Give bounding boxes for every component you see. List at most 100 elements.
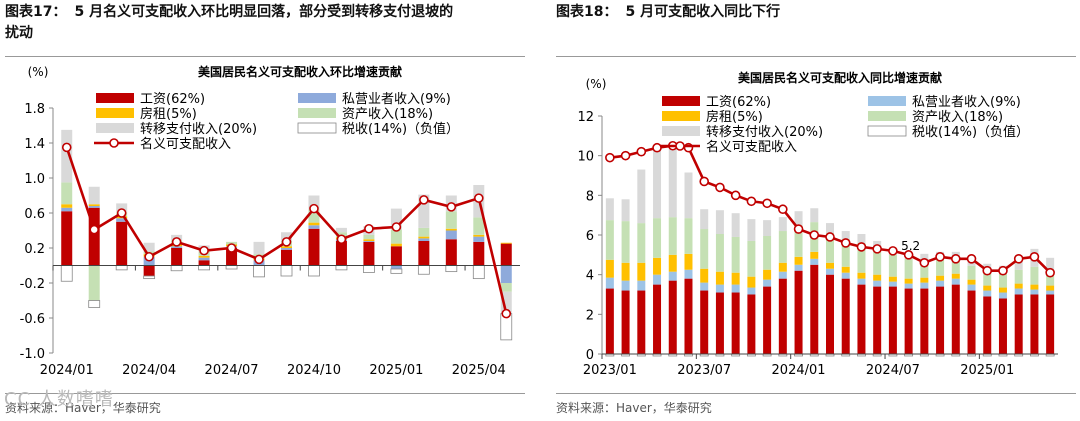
right-bar-private: [700, 282, 709, 291]
right-bar-assets: [826, 233, 834, 263]
left-x-tick-label: 2024/01: [40, 363, 94, 378]
right-bar-wages: [920, 288, 929, 354]
right-line-point: [778, 204, 788, 215]
left-bottom-rule: [5, 393, 525, 394]
left-bar-wages: [281, 249, 292, 266]
right-bar-wages: [810, 264, 819, 354]
right-bar-rent: [747, 276, 756, 288]
left-legend-label-private: 私营业者收入(9%): [342, 92, 451, 107]
right-line-point: [903, 250, 914, 260]
right-bar-assets: [1030, 266, 1039, 285]
right-bar-rent: [763, 269, 772, 280]
right-line-point: [888, 246, 898, 256]
right-line-point: [998, 265, 1008, 276]
right-bar-assets: [763, 235, 772, 270]
right-bar-transfer: [605, 198, 614, 221]
right-source: 资料来源：Haver，华泰研究: [556, 401, 712, 415]
right-bar-private: [983, 290, 992, 297]
right-bar-transfer: [1014, 260, 1023, 270]
right-bar-private: [904, 283, 913, 289]
right-bar-private: [778, 271, 787, 279]
right-bar-private: [731, 284, 740, 293]
left-bar-rent: [473, 234, 485, 237]
right-bar-private: [1014, 288, 1023, 295]
right-bar-rent: [810, 251, 819, 259]
right-bar-transfer: [715, 210, 724, 235]
left-bar-wages: [418, 241, 430, 266]
right-bar-assets: [998, 273, 1007, 288]
right-bar-wages: [1014, 294, 1023, 354]
right-bar-rent: [731, 272, 740, 285]
left-bar-wages: [88, 207, 100, 266]
right-line-point: [762, 198, 772, 209]
right-bar-private: [653, 274, 662, 285]
right-legend-label-tax: 税收(14%)（负值）: [912, 124, 1029, 140]
left-line-point: [199, 245, 209, 256]
left-bar-assets: [445, 211, 457, 229]
right-bottom-rule: [556, 393, 1076, 394]
left-legend-swatch-marker: [109, 138, 119, 148]
left-bar-private: [281, 248, 292, 250]
right-y-tick-label: 2: [586, 308, 594, 323]
left-bar-tax: [472, 265, 485, 280]
left-bar-private: [445, 230, 457, 240]
left-bar-private: [473, 236, 485, 242]
right-legend-swatch-wages: [662, 96, 700, 106]
right-x-tick-label: 2025/01: [960, 363, 1014, 378]
right-bar-rent: [653, 257, 662, 275]
left-bar-tax: [308, 265, 320, 277]
left-bar-private: [88, 206, 100, 208]
right-bar-wages: [605, 288, 614, 354]
right-bar-transfer: [668, 147, 677, 218]
left-line-point: [144, 251, 154, 262]
right-bar-assets: [888, 254, 897, 277]
right-line-point: [825, 232, 835, 242]
right-y-tick-label: 12: [577, 110, 594, 125]
right-bar-rent: [888, 276, 897, 282]
left-bar-transfer: [61, 129, 73, 183]
right-legend-swatch-marker: [675, 141, 685, 151]
left-source: 资料来源：Haver，华泰研究: [5, 401, 161, 415]
right-bar-rent: [1014, 283, 1023, 289]
right-bar-rent: [668, 254, 677, 272]
right-bar-transfer: [637, 169, 646, 224]
right-bar-private: [747, 287, 756, 295]
right-bar-wages: [778, 278, 787, 354]
right-bar-assets: [653, 218, 662, 258]
left-bar-wages: [473, 241, 485, 266]
left-y-tick-label: 0.6: [24, 207, 45, 222]
left-bar-rent: [281, 246, 292, 248]
left-bar-tax: [280, 265, 293, 277]
right-x-tick-label: 2023/01: [583, 363, 637, 378]
left-bar-wages: [445, 239, 457, 266]
left-bar-private: [363, 241, 375, 242]
right-bar-transfer: [826, 223, 834, 234]
left-line-point: [116, 208, 127, 218]
left-figure-title-line2: 扰动: [5, 25, 33, 41]
right-bar-rent: [684, 253, 693, 270]
left-bar-assets: [88, 265, 100, 301]
right-y-tick-label: 6: [586, 229, 594, 244]
right-bar-rent: [998, 287, 1007, 293]
left-figure-number: 图表17：: [5, 4, 67, 20]
right-bar-rent: [936, 275, 945, 281]
left-bar-private: [198, 257, 210, 261]
right-bar-wages: [747, 294, 756, 354]
right-bar-private: [873, 280, 882, 287]
right-bar-wages: [668, 280, 677, 354]
left-line-point: [281, 237, 292, 247]
left-bar-assets: [61, 182, 73, 205]
right-bar-assets: [920, 259, 929, 278]
right-bar-wages: [700, 290, 709, 354]
right-bar-assets: [1046, 269, 1055, 286]
left-bar-transfer: [281, 232, 292, 241]
right-line-point: [1045, 267, 1055, 278]
left-line-point: [226, 243, 237, 253]
right-bar-transfer: [731, 213, 740, 237]
left-bar-wages: [390, 246, 402, 266]
right-bar-assets: [731, 236, 740, 273]
right-top-rule: [556, 56, 1076, 57]
left-figure-title-line1: 5 月名义可支配收入环比明显回落，部分受到转移支付退坡的: [74, 4, 454, 20]
right-figure-number: 图表18：: [556, 4, 618, 20]
left-legend-label-wages: 工资(62%): [140, 92, 205, 107]
